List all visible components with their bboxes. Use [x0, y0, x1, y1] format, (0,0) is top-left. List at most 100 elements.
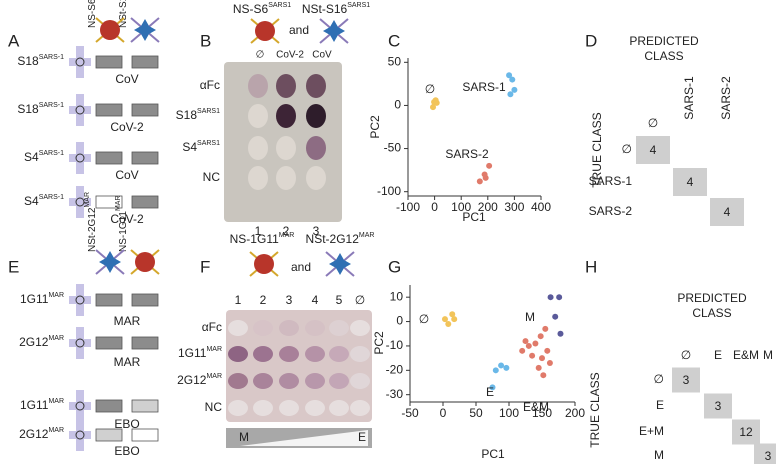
capture-label: 2G12MAR	[19, 427, 64, 441]
y-tick-label: -30	[386, 387, 404, 401]
well	[305, 373, 325, 389]
x-tick-label: 150	[532, 406, 552, 420]
nanostar	[134, 19, 156, 41]
nanostar	[323, 20, 345, 42]
capture-antibody	[75, 430, 85, 440]
well	[350, 373, 370, 389]
well	[350, 346, 370, 362]
signal-box	[131, 399, 159, 413]
well	[248, 74, 268, 98]
row-label: S18SARS1	[176, 108, 220, 122]
panel-label: B	[200, 31, 211, 50]
capture-label: 1G11MAR	[20, 398, 64, 412]
column-label: CoV-2	[276, 50, 304, 61]
matrix-y-title: TRUE CLASS	[588, 372, 602, 447]
matrix-title: PREDICTED	[677, 291, 747, 305]
point	[451, 316, 458, 323]
well	[248, 166, 268, 190]
text-base: NC	[203, 170, 221, 184]
well	[253, 373, 273, 389]
text-base: NSt-2G12	[306, 232, 360, 246]
lane-label: 2	[260, 293, 267, 307]
y-tick-label: -20	[386, 362, 404, 376]
well	[276, 104, 296, 128]
header-reagent: NS-1G11MAR	[230, 232, 295, 246]
x-tick-label: 300	[504, 200, 524, 214]
membrane	[226, 310, 372, 422]
text-base: αFc	[202, 320, 222, 334]
point	[529, 352, 536, 359]
lane-label: 4	[312, 293, 319, 307]
matrix-column-label: E	[714, 348, 722, 362]
matrix-cell	[704, 393, 732, 419]
matrix-value: 4	[724, 205, 731, 219]
signal-box	[95, 336, 123, 350]
well	[329, 346, 349, 362]
target-label: CoV	[115, 168, 138, 182]
signal-box	[131, 55, 159, 69]
series-label: SARS-2	[445, 147, 489, 161]
y-axis-label: PC2	[368, 115, 382, 139]
point	[511, 86, 518, 93]
target-label: EBO	[114, 444, 139, 458]
x-axis-label: PC1	[462, 210, 486, 224]
point	[535, 364, 542, 371]
matrix-column-label: E&M	[733, 348, 759, 362]
text-base: S18	[17, 102, 39, 116]
text-base: 1G11	[178, 346, 207, 360]
nanostar	[329, 253, 351, 275]
point	[552, 313, 559, 320]
nanosphere	[135, 252, 155, 272]
x-tick-label: 50	[469, 406, 483, 420]
x-tick-label: 100	[499, 406, 519, 420]
point	[445, 321, 452, 327]
lane-label: 3	[313, 224, 320, 238]
capture-antibody	[75, 105, 85, 115]
well	[329, 400, 349, 416]
reagent-label: NS-1G11MAR	[115, 195, 129, 252]
well	[228, 346, 248, 362]
well	[253, 320, 273, 336]
point	[449, 311, 456, 318]
well	[306, 74, 326, 98]
y-tick-label: 0	[396, 314, 403, 328]
signal-box	[131, 428, 159, 442]
text-sup: SARS1	[197, 108, 220, 115]
text-base: NSt-2G12	[87, 207, 98, 252]
text-sup: SARS1	[347, 2, 370, 9]
lane-label: 1	[255, 224, 262, 238]
text-sup: MAR	[279, 232, 295, 239]
well	[279, 320, 299, 336]
nanosphere	[100, 20, 120, 40]
lane-label: ∅	[355, 293, 365, 307]
text-base: 2G12	[19, 335, 49, 349]
point	[544, 347, 551, 354]
target-label: MAR	[114, 355, 141, 369]
text-sup: MAR	[48, 335, 64, 342]
well	[305, 346, 325, 362]
text-base: 2G12	[177, 373, 207, 387]
point	[525, 342, 532, 349]
x-tick-label: -100	[396, 200, 420, 214]
point	[486, 162, 493, 169]
header-reagent: NSt-2G12MAR	[306, 232, 375, 246]
point	[540, 372, 547, 379]
column-label: CoV	[312, 50, 332, 61]
well	[248, 136, 268, 160]
row-label: αFc	[202, 320, 222, 334]
capture-label: S18SARS-1	[17, 54, 64, 68]
well	[228, 373, 248, 389]
capture-label: S4SARS-1	[24, 194, 64, 208]
point	[537, 333, 544, 340]
point	[482, 174, 489, 181]
panel-label: G	[388, 257, 401, 276]
capture-cross	[69, 431, 91, 439]
matrix-column-label: SARS-2	[719, 76, 733, 120]
signal-box	[95, 103, 123, 117]
reagent-label: NSt-2G12MAR	[84, 192, 98, 252]
point	[519, 347, 526, 354]
panel-label: F	[200, 257, 210, 276]
point	[507, 91, 514, 98]
text-base: αFc	[200, 78, 220, 92]
